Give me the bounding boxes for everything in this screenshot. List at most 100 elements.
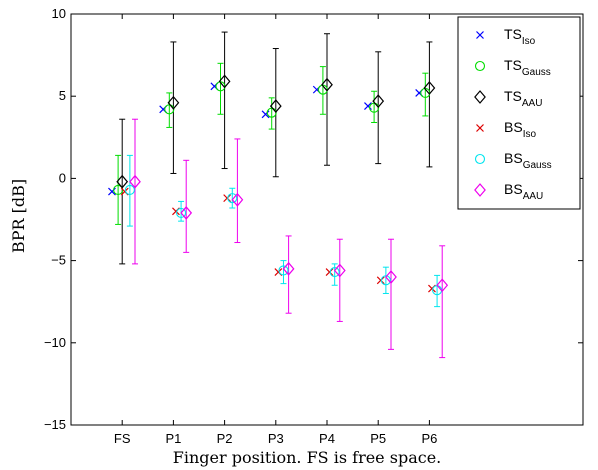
legend-label-main: BS — [504, 119, 523, 135]
legend-marker-ts-gauss — [474, 60, 486, 72]
error-bar-bs-aau — [234, 138, 241, 244]
legend-label-ts-gauss: TSGauss — [504, 57, 551, 78]
data-point-bs-iso — [325, 268, 334, 277]
data-point-ts-iso — [108, 187, 116, 196]
legend-label-bs-iso: BSIso — [504, 119, 536, 140]
data-point-bs-aau — [129, 174, 141, 189]
legend-label-ts-iso: TSIso — [504, 26, 536, 47]
legend-label-main: TS — [504, 88, 522, 104]
error-bar-ts-aau — [221, 31, 228, 170]
legend-box — [457, 16, 581, 210]
x-tick-label: P1 — [165, 431, 181, 446]
marker-stroke — [120, 187, 129, 196]
legend-label-main: TS — [504, 26, 522, 42]
error-bar-bs-aau — [132, 118, 138, 265]
x-axis-ticks: FS P1 P2 P3 P4 P5 P6 — [114, 14, 437, 446]
legend-marker-ts-aau — [474, 90, 486, 104]
error-bar-bs-aau — [388, 238, 394, 350]
legend-label-bs-aau: BSAAU — [504, 181, 543, 202]
legend-label-bs-gauss: BSGauss — [504, 150, 552, 171]
legend-label-ts-aau: TSAAU — [504, 88, 542, 109]
marker-stroke — [476, 31, 484, 39]
error-bar-bs-aau — [439, 245, 446, 359]
error-bar-bs-gauss — [280, 260, 287, 285]
data-point-bs-aau — [231, 192, 244, 207]
error-bar-bs-gauss — [126, 154, 133, 227]
legend-label-sub: Iso — [522, 36, 536, 47]
legend-label-main: BS — [504, 181, 523, 197]
x-tick-label: FS — [114, 431, 131, 446]
y-tick-label: −10 — [44, 335, 66, 350]
marker-stroke — [476, 124, 484, 132]
x-axis-label: Finger position. FS is free space. — [173, 448, 442, 467]
y-tick-label: 0 — [59, 170, 66, 185]
y-axis-label: BPR [dB] — [9, 179, 28, 253]
legend-marker-bs-aau — [474, 183, 486, 197]
legend-label-sub: Gauss — [522, 67, 551, 78]
marker-stroke — [376, 276, 385, 285]
data-point-bs-iso — [223, 194, 232, 203]
marker-stroke — [325, 268, 334, 277]
data-point-bs-gauss — [124, 184, 135, 195]
y-tick-label: 10 — [52, 6, 66, 21]
data-point-ts-aau — [423, 81, 436, 95]
data-point-ts-aau — [116, 174, 129, 189]
error-bar-ts-aau — [426, 41, 433, 168]
error-bar-ts-gauss — [217, 62, 224, 115]
data-point-ts-aau — [372, 94, 385, 109]
y-axis-ticks: −15 −10 −5 0 5 10 — [44, 6, 583, 432]
data-point-ts-aau — [218, 74, 231, 89]
legend-label-sub: Iso — [523, 129, 537, 140]
legend-label-main: TS — [504, 57, 522, 73]
error-bar-ts-aau — [324, 33, 330, 166]
legend-label-sub: AAU — [522, 98, 543, 109]
error-bar-bs-gauss — [382, 266, 389, 294]
data-point-bs-aau — [436, 278, 449, 293]
legend-marker-ts-iso — [476, 31, 484, 39]
error-bar-bs-gauss — [229, 187, 236, 209]
error-bar-ts-gauss — [319, 66, 326, 115]
data-markers — [108, 74, 449, 296]
legend-label-sub: Gauss — [523, 160, 552, 171]
error-bar-ts-gauss — [268, 97, 275, 130]
y-tick-label: 5 — [59, 88, 66, 103]
data-point-bs-aau — [180, 205, 193, 220]
data-point-bs-gauss — [227, 193, 238, 204]
error-bar-bs-gauss — [434, 274, 441, 308]
x-tick-label: P2 — [217, 431, 233, 446]
data-point-bs-gauss — [278, 265, 289, 276]
marker-stroke — [274, 268, 283, 277]
data-point-bs-aau — [385, 270, 397, 284]
error-bar-ts-gauss — [115, 154, 122, 225]
data-point-bs-gauss — [380, 275, 391, 286]
data-point-ts-iso — [261, 110, 270, 119]
error-bar-ts-gauss — [166, 92, 173, 128]
data-point-ts-aau — [321, 77, 333, 92]
y-tick-label: −5 — [51, 253, 66, 268]
y-tick-label: −15 — [44, 417, 66, 432]
error-bar-ts-gauss — [422, 72, 429, 117]
data-point-ts-iso — [364, 102, 372, 110]
marker-stroke — [108, 187, 116, 196]
marker-stroke — [223, 194, 232, 203]
legend-label-main: BS — [504, 150, 523, 166]
legend-marker-bs-gauss — [474, 153, 486, 165]
data-point-ts-aau — [269, 99, 282, 113]
data-point-bs-aau — [282, 261, 295, 276]
error-bar-bs-aau — [336, 238, 343, 322]
x-tick-label: P6 — [421, 431, 437, 446]
legend-label-sub: AAU — [523, 191, 544, 202]
marker-stroke — [364, 102, 372, 110]
x-tick-label: P4 — [319, 431, 335, 446]
data-point-bs-gauss — [329, 267, 340, 278]
error-bar-ts-gauss — [371, 90, 378, 124]
x-tick-label: P3 — [268, 431, 284, 446]
data-point-bs-aau — [333, 263, 346, 278]
data-point-bs-iso — [376, 276, 385, 285]
data-point-ts-aau — [167, 95, 180, 110]
legend-marker-bs-iso — [476, 124, 484, 132]
marker-stroke — [261, 110, 270, 119]
data-point-bs-gauss — [176, 207, 187, 218]
